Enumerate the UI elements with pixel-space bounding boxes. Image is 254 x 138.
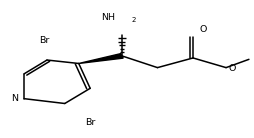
Text: NH: NH	[102, 13, 116, 22]
Text: Br: Br	[39, 36, 50, 45]
Text: N: N	[11, 94, 18, 103]
Text: 2: 2	[132, 18, 136, 23]
Text: O: O	[199, 25, 207, 34]
Text: O: O	[229, 64, 236, 73]
Polygon shape	[79, 54, 123, 63]
Text: Br: Br	[85, 118, 95, 127]
